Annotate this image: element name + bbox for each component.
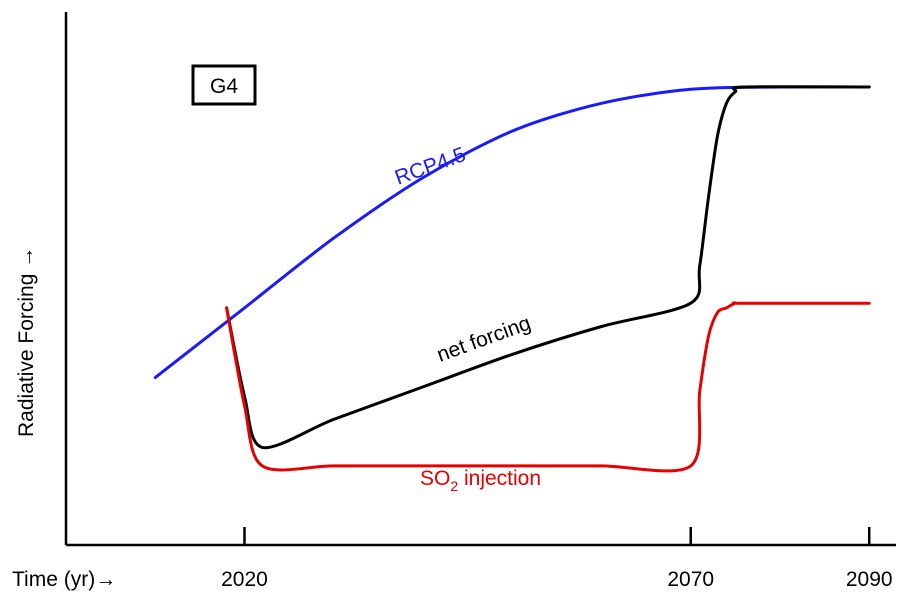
series-line-so2-injection — [225, 301, 871, 473]
so2-label-sub: 2 — [450, 478, 458, 494]
series-label-net-forcing: net forcing — [434, 312, 534, 367]
y-axis-label: Radiative Forcing → — [15, 247, 38, 437]
so2-label-suffix: injection — [458, 467, 541, 490]
series-group — [153, 85, 871, 473]
series-label-rcp45: RCP4.5 — [392, 143, 469, 190]
x-axis-label: Time (yr)→ — [12, 568, 116, 591]
scenario-box-label: G4 — [210, 75, 238, 98]
scenario-box — [191, 64, 257, 106]
x-ticks: 2020 2070 2090 — [221, 527, 893, 591]
so2-label-main: SO — [420, 467, 450, 490]
series-label-so2-injection: SO2 injection — [420, 467, 541, 494]
x-tick-label-2070: 2070 — [667, 568, 714, 591]
x-tick-label-2090: 2090 — [846, 568, 893, 591]
series-line-net-forcing — [225, 85, 871, 450]
x-tick-label-2020: 2020 — [221, 568, 268, 591]
